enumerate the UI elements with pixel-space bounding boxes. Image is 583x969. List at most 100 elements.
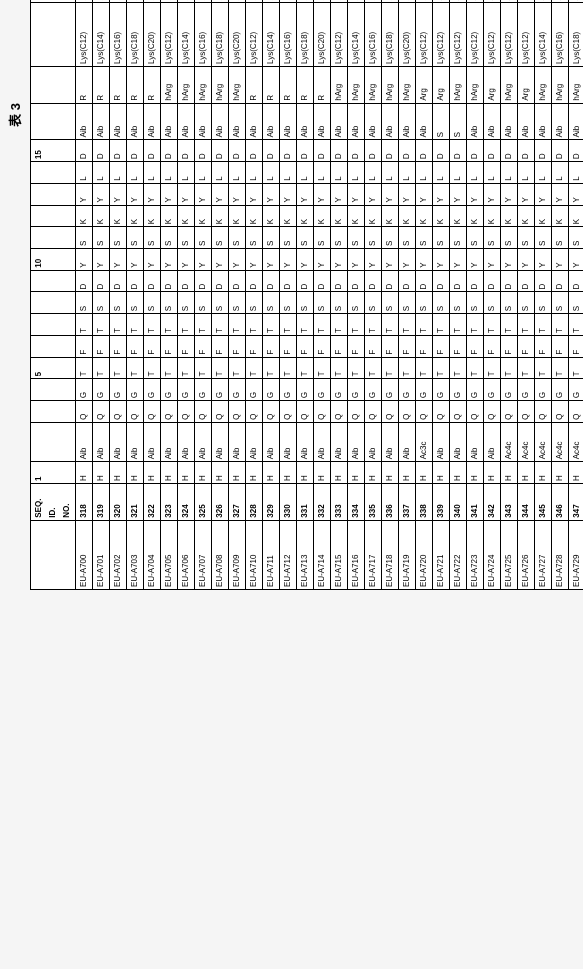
cell: D [314, 140, 331, 162]
cell: Aib [467, 422, 484, 461]
cell: S [416, 227, 433, 249]
cell: H [297, 462, 314, 484]
table-row: EU-A726344HAc4cQGTFTSDYSKYLDAibArgLys(C1… [518, 0, 535, 590]
cell: T [280, 314, 297, 336]
cell: Q [535, 401, 552, 423]
cell: D [280, 140, 297, 162]
cell: Aib [178, 103, 195, 140]
cell: Y [331, 183, 348, 205]
cell: hArg [195, 66, 212, 103]
cell: Aib [348, 422, 365, 461]
cell: Q [297, 401, 314, 423]
cell: Q [144, 401, 161, 423]
cell: D [212, 140, 229, 162]
cell: 346 [552, 484, 569, 521]
cell: Aib [246, 0, 263, 3]
cell: D [416, 270, 433, 292]
cell: Y [297, 249, 314, 271]
cell: T [331, 314, 348, 336]
cell: 335 [365, 484, 382, 521]
cell: Aib [195, 422, 212, 461]
cell: Aib [297, 103, 314, 140]
cell: 331 [297, 484, 314, 521]
cell: 344 [518, 484, 535, 521]
cell: hArg [535, 66, 552, 103]
cell: F [314, 335, 331, 357]
cell: Aib [195, 103, 212, 140]
cell: G [76, 379, 93, 401]
cell: Aib [161, 422, 178, 461]
cell: EU-A715 [331, 520, 348, 589]
cell: Q [263, 401, 280, 423]
cell: S [501, 292, 518, 314]
cell: Aib [416, 0, 433, 3]
table-row: EU-A727345HAc4cQGTFTSDYSKYLDAibhArgLys(C… [535, 0, 552, 590]
cell: hArg [569, 66, 583, 103]
cell: G [331, 379, 348, 401]
cell: L [416, 162, 433, 184]
cell: Aib [127, 0, 144, 3]
cell: S [416, 292, 433, 314]
cell: 334 [348, 484, 365, 521]
cell: H [518, 462, 535, 484]
cell: EU-A729 [569, 520, 583, 589]
cell: G [569, 379, 583, 401]
cell: S [229, 227, 246, 249]
cell: Aib [246, 103, 263, 140]
cell: Y [110, 183, 127, 205]
cell: K [569, 205, 583, 227]
cell: Y [195, 249, 212, 271]
cell: D [399, 140, 416, 162]
cell: Y [433, 249, 450, 271]
cell: Aib [144, 0, 161, 3]
cell: F [246, 335, 263, 357]
cell: Lys(C20) [399, 3, 416, 67]
cell: T [382, 314, 399, 336]
cell: Q [229, 401, 246, 423]
cell: D [416, 140, 433, 162]
cell: T [518, 314, 535, 336]
cell: S [450, 292, 467, 314]
cell: H [280, 462, 297, 484]
cell: Aib [212, 103, 229, 140]
cell: EU-A716 [348, 520, 365, 589]
cell: EU-A726 [518, 520, 535, 589]
cell: 319 [93, 484, 110, 521]
cell: EU-A702 [110, 520, 127, 589]
cell: EU-A723 [467, 520, 484, 589]
cell: 318 [76, 484, 93, 521]
cell: Y [535, 249, 552, 271]
cell: H [433, 462, 450, 484]
cell: Aib [535, 103, 552, 140]
cell: S [569, 227, 583, 249]
cell: 325 [195, 484, 212, 521]
cell: K [433, 205, 450, 227]
cell: Aib [161, 103, 178, 140]
cell: G [212, 379, 229, 401]
cell: Y [399, 249, 416, 271]
cell: S [518, 227, 535, 249]
cell: D [467, 270, 484, 292]
cell: Q [501, 401, 518, 423]
cell: Y [365, 249, 382, 271]
cell: T [314, 314, 331, 336]
cell: EU-A705 [161, 520, 178, 589]
cell: L [297, 162, 314, 184]
cell: Aib [144, 422, 161, 461]
cell: K [535, 205, 552, 227]
cell: Y [484, 183, 501, 205]
cell: S [569, 292, 583, 314]
cell: Lys(C14) [178, 3, 195, 67]
cell: # [467, 0, 484, 3]
cell: Y [212, 249, 229, 271]
cell: Q [348, 401, 365, 423]
cell: K [178, 205, 195, 227]
cell: H [144, 462, 161, 484]
cell: L [535, 162, 552, 184]
cell: Q [416, 401, 433, 423]
cell: EU-A704 [144, 520, 161, 589]
cell: Y [161, 183, 178, 205]
cell: EU-A709 [229, 520, 246, 589]
cell: Aib [501, 103, 518, 140]
cell: Lys(C18) [569, 3, 583, 67]
